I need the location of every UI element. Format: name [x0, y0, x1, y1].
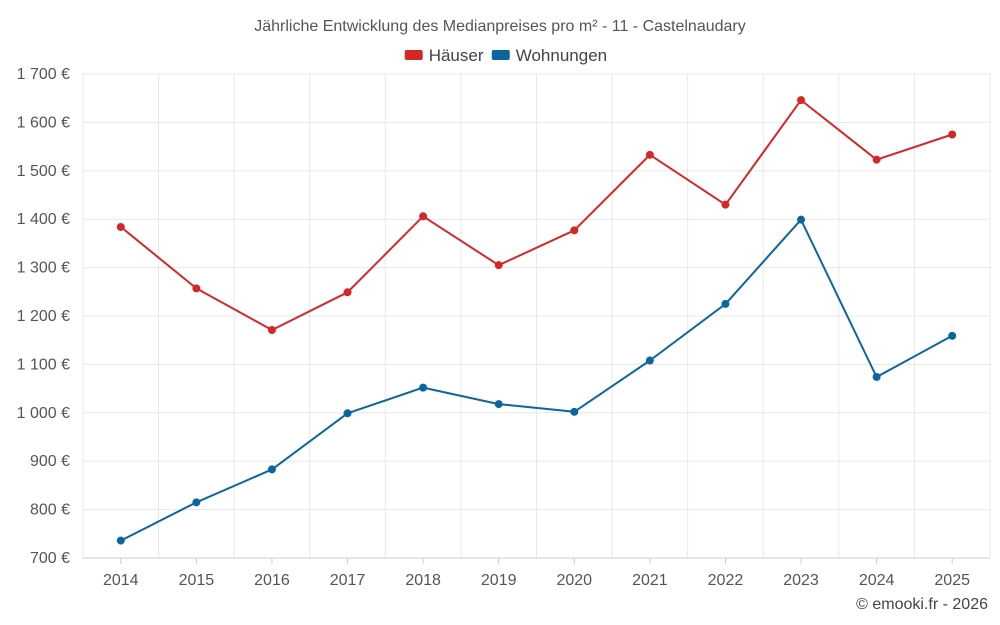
- data-point-wohnungen: [797, 215, 806, 224]
- data-point-wohnungen: [570, 407, 579, 416]
- series-group: [116, 96, 957, 545]
- x-tick-label: 2016: [254, 572, 290, 589]
- x-tick-label: 2018: [405, 572, 441, 589]
- legend-item-wohnungen[interactable]: Wohnungen: [491, 46, 607, 65]
- data-point-wohnungen: [721, 299, 730, 308]
- data-point-h-user: [797, 96, 806, 105]
- data-point-wohnungen: [419, 383, 428, 392]
- legend[interactable]: Häuser Wohnungen: [404, 46, 607, 65]
- y-tick-label: 1 100 €: [17, 356, 70, 373]
- y-tick-label: 1 400 €: [17, 211, 70, 228]
- data-point-wohnungen: [267, 465, 276, 474]
- data-point-h-user: [948, 130, 957, 139]
- y-tick-label: 1 200 €: [17, 308, 70, 325]
- y-tick-label: 1 500 €: [17, 163, 70, 180]
- legend-swatch: [404, 50, 423, 60]
- x-axis: 2014 2015 2016 2017 2018 2019 2020 2021 2022 2023…: [83, 557, 990, 589]
- data-point-h-user: [192, 284, 201, 293]
- legend-swatch: [491, 50, 510, 60]
- series-line-h-user: [120, 99, 953, 331]
- data-point-h-user: [343, 288, 352, 297]
- data-point-h-user: [570, 226, 579, 235]
- x-tick-label: 2023: [783, 572, 819, 589]
- x-tick-label: 2014: [103, 572, 139, 589]
- y-tick-label: 900 €: [30, 453, 70, 470]
- y-tick-label: 1 300 €: [17, 260, 70, 277]
- grid: [82, 73, 991, 559]
- data-point-h-user: [721, 200, 730, 209]
- x-tick-label: 2024: [859, 572, 895, 589]
- x-tick-label: 2019: [481, 572, 517, 589]
- chart-title: Jährliche Entwicklung des Medianpreises …: [254, 18, 745, 35]
- x-tick-label: 2022: [708, 572, 744, 589]
- y-tick-label: 1 700 €: [17, 66, 70, 83]
- data-point-h-user: [494, 261, 503, 270]
- x-tick-label: 2021: [632, 572, 668, 589]
- y-tick-label: 800 €: [30, 502, 70, 519]
- data-point-wohnungen: [192, 498, 201, 507]
- y-tick-label: 700 €: [30, 550, 70, 567]
- data-point-h-user: [872, 155, 881, 164]
- data-point-wohnungen: [116, 536, 125, 545]
- legend-item-h-user[interactable]: Häuser: [404, 46, 484, 65]
- legend-label: Häuser: [429, 46, 484, 65]
- data-point-h-user: [419, 212, 428, 221]
- series-line-wohnungen: [120, 218, 953, 542]
- data-point-wohnungen: [645, 356, 654, 365]
- x-tick-label: 2017: [330, 572, 366, 589]
- y-tick-label: 1 000 €: [17, 405, 70, 422]
- data-point-h-user: [116, 222, 125, 231]
- x-tick-label: 2020: [556, 572, 592, 589]
- data-point-wohnungen: [872, 372, 881, 381]
- y-axis: 700 € 800 € 900 € 1 000 € 1 100 € 1 200 € 1 30…: [17, 66, 70, 567]
- x-tick-label: 2015: [179, 572, 215, 589]
- data-point-wohnungen: [343, 409, 352, 418]
- data-point-wohnungen: [494, 400, 503, 409]
- data-point-wohnungen: [948, 331, 957, 340]
- legend-label: Wohnungen: [516, 46, 607, 65]
- x-tick-label: 2025: [934, 572, 970, 589]
- y-tick-label: 1 600 €: [17, 114, 70, 131]
- data-point-h-user: [645, 150, 654, 159]
- data-point-h-user: [267, 326, 276, 335]
- credit-text: © emooki.fr - 2026: [856, 596, 988, 613]
